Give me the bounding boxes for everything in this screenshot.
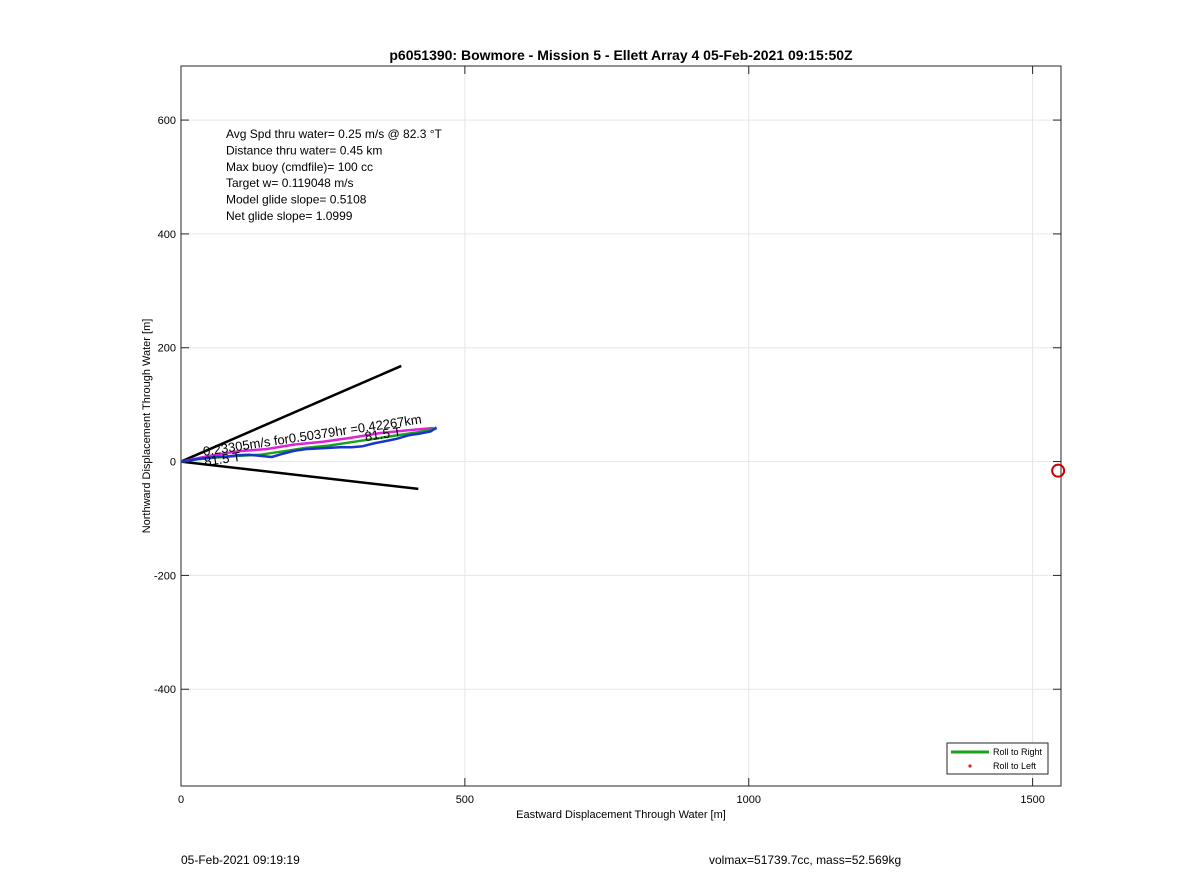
x-axis-label: Eastward Displacement Through Water [m] bbox=[516, 809, 726, 821]
footer-volmax-mass: volmax=51739.7cc, mass=52.569kg bbox=[709, 853, 902, 867]
x-tick-label: 500 bbox=[456, 794, 474, 806]
trajectory-series-line bbox=[180, 426, 438, 463]
stats-line: Avg Spd thru water= 0.25 m/s @ 82.3 °T bbox=[226, 127, 443, 141]
stats-line: Max buoy (cmdfile)= 100 cc bbox=[226, 160, 373, 174]
legend-dot-swatch bbox=[968, 764, 972, 768]
x-tick-label: 1500 bbox=[1020, 794, 1044, 806]
stats-line: Net glide slope= 1.0999 bbox=[226, 209, 353, 223]
trajectory-annotation: 81.5 T bbox=[364, 424, 402, 444]
endpoint-circle-marker bbox=[1051, 463, 1066, 478]
stats-line: Distance thru water= 0.45 km bbox=[226, 143, 382, 157]
x-tick-label: 0 bbox=[178, 794, 184, 806]
cone-line bbox=[180, 460, 419, 491]
trajectory-annotation: 81.5 T bbox=[203, 449, 241, 469]
legend-box bbox=[946, 742, 1049, 775]
axis-ticks: 0 500 1000 1500 -400 -200 0 200 400 600 bbox=[154, 66, 1061, 806]
y-axis-label: Northward Displacement Through Water [m] bbox=[141, 319, 153, 534]
legend-entry-label: Roll to Left bbox=[993, 761, 1037, 771]
trajectory-series-line bbox=[180, 426, 434, 463]
y-tick-label: 400 bbox=[158, 229, 176, 241]
stats-line: Target w= 0.119048 m/s bbox=[226, 176, 354, 190]
stats-text-block: Avg Spd thru water= 0.25 m/s @ 82.3 °T Di… bbox=[226, 127, 443, 223]
legend-entry-label: Roll to Right bbox=[993, 747, 1043, 757]
y-tick-label: 0 bbox=[170, 457, 176, 469]
x-tick-label: 1000 bbox=[736, 794, 760, 806]
stats-line: Model glide slope= 0.5108 bbox=[226, 193, 367, 207]
grid-lines bbox=[181, 66, 1061, 786]
cone-line bbox=[180, 364, 402, 463]
y-tick-label: 600 bbox=[158, 115, 176, 127]
y-tick-label: -400 bbox=[154, 684, 176, 696]
y-tick-label: 200 bbox=[158, 343, 176, 355]
chart-title: p6051390: Bowmore - Mission 5 - Ellett A… bbox=[389, 47, 853, 63]
legend: Roll to Right Roll to Left bbox=[946, 742, 1049, 775]
footer-date: 05-Feb-2021 09:19:19 bbox=[181, 853, 300, 867]
plot-area-frame bbox=[180, 65, 1062, 787]
y-tick-label: -200 bbox=[154, 570, 176, 582]
